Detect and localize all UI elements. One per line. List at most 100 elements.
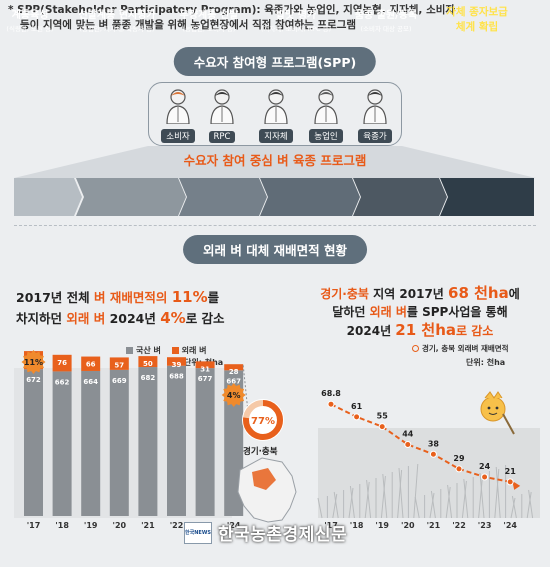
process-step-3: 밥맛 평가 (지자체, 소비자, RPC 등) [252,0,340,38]
bar-legend: 국산 벼 외래 벼 [126,345,215,356]
region-label: 경기·충북 [243,447,278,457]
bar-foreign [109,357,129,370]
bar-domestic [24,369,43,516]
bar-foreign-label: 39 [172,361,182,369]
person-icon [210,89,234,124]
mascot-icon [480,391,515,435]
actor-label: 소비자 [161,129,195,143]
spp-subtitle: 수요자 참여 중심 벼 육종 프로그램 [183,153,367,168]
hl-r-p8: 2024년 [346,324,396,338]
bar-domestic [195,368,215,516]
bar-category-label: '22 [170,521,184,530]
percent-badge: 4% [221,383,246,407]
step-subtitle: (농업인, 지자체, 육종가 등) [79,24,155,33]
donut-arc [243,400,283,440]
step-subtitle: (지자체, 소비자, RPC 등) [260,24,332,33]
step-arrow [353,178,447,216]
line-point-label: 21 [505,467,517,476]
step-arrow [440,178,534,216]
actor-4: 육종가 [353,88,397,143]
line-point-label: 61 [351,402,363,411]
bar-foreign-label: 57 [114,361,124,369]
line-legend-marker [412,345,419,352]
bar-domestic-label: 672 [26,376,41,384]
hl-r-p1: 경기·충북 [320,287,369,301]
percent-badge-label: 4% [227,391,241,400]
rice-field-background [318,428,540,518]
bar-domestic [81,370,101,516]
line-point [506,478,514,486]
bar-category-label: '20 [113,521,127,530]
step-title: 품종 출원/등록 [354,9,418,21]
bar-domestic [167,365,186,516]
legend-domestic: 국산 벼 [126,345,161,356]
process-arrows [14,178,534,216]
person-icon [264,89,288,124]
line-category-label: '22 [452,521,466,530]
step-arrow [76,178,186,216]
hl-l-p8: 4% [160,309,186,327]
spp-title: 수요자 참여형 프로그램(SPP) [173,47,377,76]
step-title: 우량계통 선발 [179,9,239,21]
hl-r-p2: 지역 2017년 [368,287,449,301]
step-arrow [179,178,267,216]
actor-label: 농업인 [309,129,343,143]
bar-domestic-label: 669 [112,377,127,385]
bar-category-label: '21 [141,521,155,530]
bar-foreign [224,364,244,371]
bar-category-label: '18 [55,521,69,530]
hl-l-p4: 를 [207,290,220,305]
step-arrow [14,178,82,216]
left-headline: 2017년 전체 벼 재배면적의 11%를 차지하던 외래 벼 2024년 4%… [16,287,266,329]
section-title: 외래 벼 대체 재배면적 현황 [183,235,367,264]
actor-2: 지자체 [254,88,298,143]
hl-l-p2: 벼 재배면적의 [94,290,172,305]
process-step-1: 선발계통 현지평가 (농업인, 지자체, 육종가 등) [68,0,166,38]
process-step-2: 우량계통 선발 (농업인, 소비자 등) [171,0,247,38]
hl-l-p9: 로 감소 [185,311,225,326]
hl-l-p5: 차지하던 [16,311,67,326]
bar-domestic-label: 667 [226,377,241,385]
process-step-0: 계통육성 (식량원, 도원 등) [0,0,60,38]
bar-category-label: '17 [27,521,41,530]
bar-domestic-label: 677 [198,375,213,383]
line-category-label: '23 [478,521,492,530]
bar-foreign [195,361,215,369]
line-point-label: 38 [428,439,440,448]
line-point-label: 68.8 [321,389,341,398]
hl-r-p9: 21 천ha [395,321,456,339]
step-subtitle: (소비자 대상 공모) [360,24,412,33]
line-point-label: 55 [377,412,389,421]
actor-3: 농업인 [304,88,348,143]
actor-label: 지자체 [259,129,293,143]
logo-mark: 한국NEWS [184,521,212,544]
line-unit: 단위: 천ha [466,358,506,367]
line-series [330,403,511,483]
bar-domestic-label: 682 [141,374,156,382]
hl-r-p10: 로 감소 [456,324,494,338]
line-point [404,441,412,448]
funnel-shape [14,146,536,178]
hl-r-p4: 에 [508,287,520,301]
bar-foreign-label: 31 [200,365,210,373]
line-point [481,473,489,481]
step-subtitle: (식량원, 도원 등) [6,24,54,33]
korea-map-icon [237,457,297,523]
bar-domestic [224,370,244,516]
line-category-label: '24 [503,521,517,530]
note-line-2: 등이 지역에 맞는 벼 품종 개발을 위해 농업현장에서 직접 참여하는 프로그… [20,19,357,31]
percent-badge-label: 11% [24,358,43,367]
actor-0: 소비자 [156,88,200,143]
bar-category-label: '19 [84,521,98,530]
line-category-label: '21 [427,521,441,530]
right-headline: 경기·충북 지역 2017년 68 천ha에 달하던 외래 벼를 SPP사업을 … [300,284,540,340]
step-subtitle: (농업인, 소비자 등) [182,24,236,33]
hl-l-p1: 2017년 전체 [16,290,94,305]
actor-label: 육종가 [358,129,392,143]
line-legend: 경기, 충북 외래벼 재배면적 [412,343,509,354]
actor-label: RPC [208,131,236,143]
line-point [353,413,361,421]
bar-domestic-label: 664 [83,378,98,386]
bar-foreign-label: 76 [57,359,67,367]
bar-foreign [81,356,101,371]
